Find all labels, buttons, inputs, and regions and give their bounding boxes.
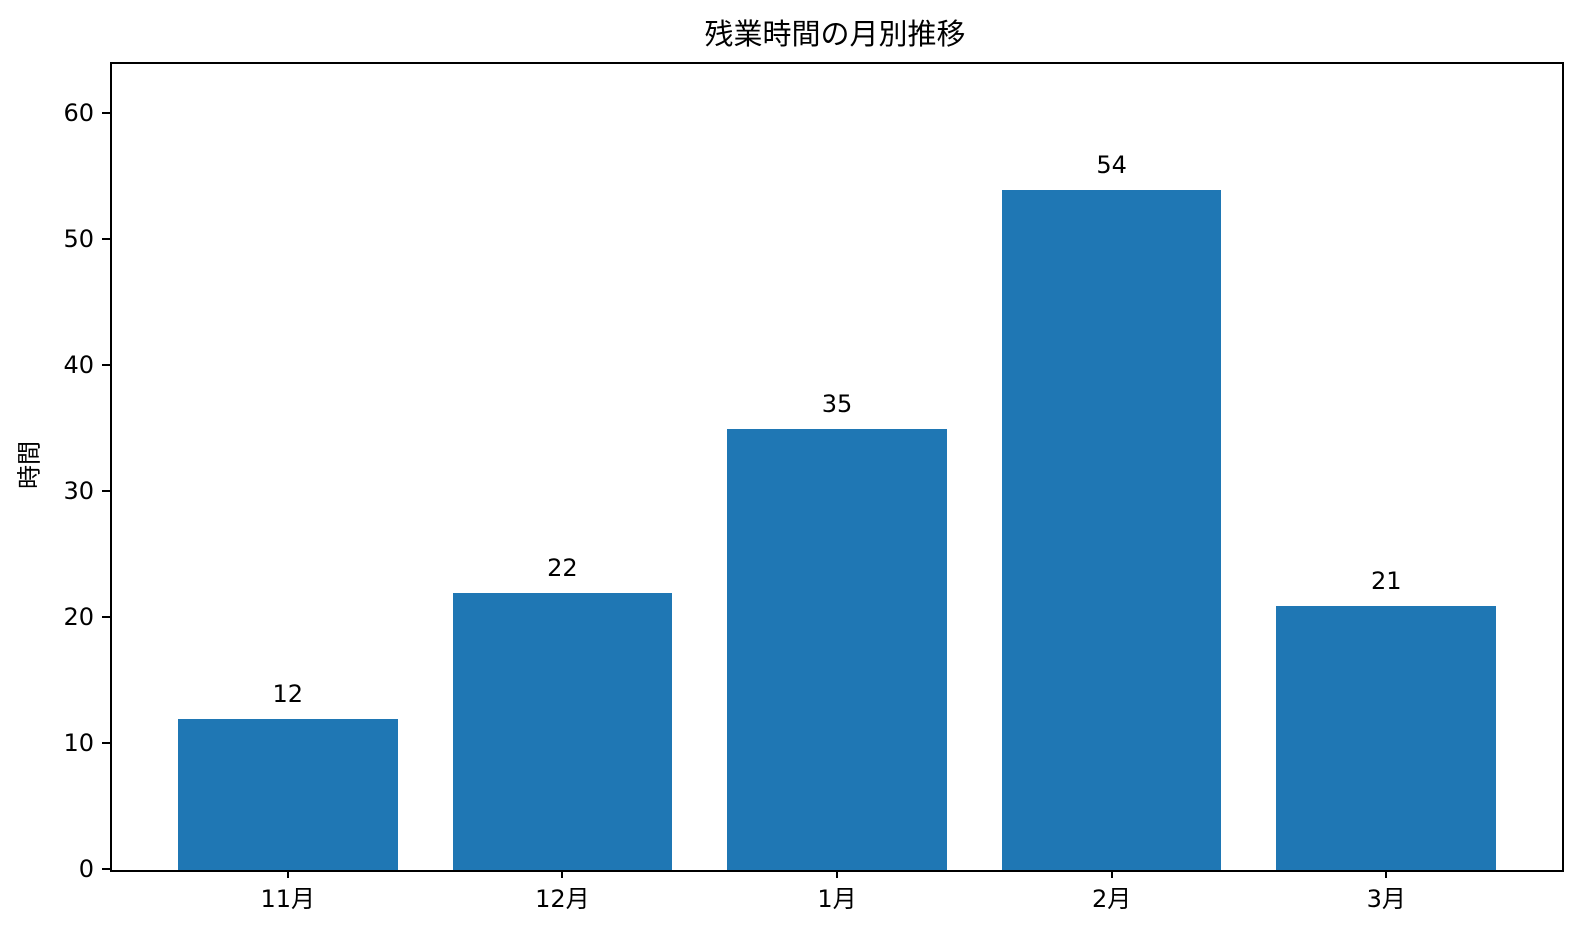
y-tick-mark [102,616,110,619]
bar [177,718,398,870]
bar [1276,605,1497,870]
y-tick-mark [102,742,110,745]
x-tick-label: 2月 [1091,885,1132,913]
x-tick-mark [561,870,564,878]
bar-value-label: 21 [1370,566,1402,595]
y-tick-label: 20 [63,603,94,632]
y-tick-label: 10 [63,729,94,758]
x-tick-mark [836,870,838,878]
x-tick-label: 1月 [817,885,857,913]
y-tick-label: 30 [63,477,94,506]
bar-value-label: 12 [272,679,304,708]
bar [1001,189,1222,870]
bar-value-label: 54 [1096,150,1127,179]
bar-value-label: 35 [821,390,853,419]
y-tick-mark [102,364,110,367]
y-tick-label: 40 [63,351,94,380]
y-tick-mark [102,238,110,241]
plot-area [110,62,1564,872]
y-tick-mark [102,868,110,870]
y-tick-mark [102,112,110,115]
x-tick-label: 12月 [535,885,590,913]
y-tick-label: 50 [63,225,94,254]
y-tick-label: 60 [63,99,94,128]
bar [727,429,947,870]
x-tick-label: 3月 [1366,885,1406,913]
x-tick-mark [1385,870,1388,878]
chart-title: 残業時間の月別推移 [704,17,966,51]
x-tick-mark [286,870,289,878]
bar-value-label: 22 [547,553,578,582]
x-tick-label: 11月 [260,885,316,913]
y-tick-label: 0 [78,855,94,883]
bar [452,592,673,870]
x-tick-mark [1110,870,1113,878]
y-tick-mark [102,490,110,493]
